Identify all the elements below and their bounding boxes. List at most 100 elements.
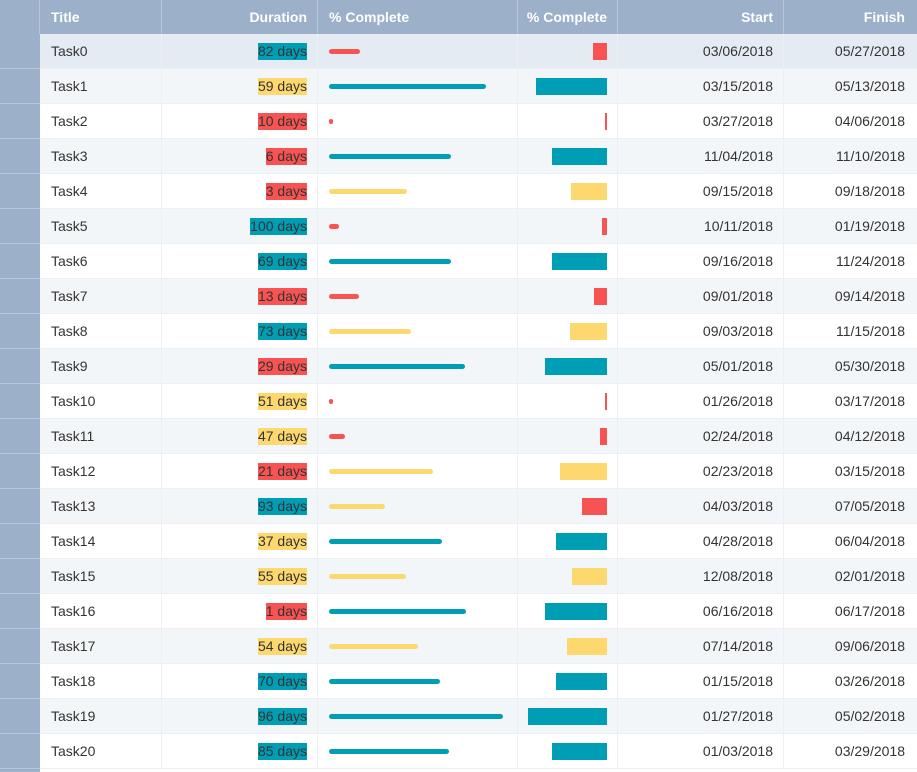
cell-finish[interactable]: 01/19/2018 — [834, 218, 905, 234]
row-header[interactable] — [0, 349, 40, 384]
cell-finish[interactable]: 09/06/2018 — [834, 638, 905, 654]
cell-percent-bar[interactable] — [318, 699, 518, 733]
cell-title[interactable]: Task9 — [40, 349, 162, 383]
table-row[interactable]: Task10 51 days 01/26/2018 03/17/2018 — [40, 384, 917, 419]
cell-finish[interactable]: 03/29/2018 — [834, 743, 905, 759]
table-row[interactable]: Task20 85 days 01/03/2018 03/29/2018 — [40, 734, 917, 769]
cell-duration[interactable]: 55 days — [162, 559, 318, 593]
row-header[interactable] — [0, 209, 40, 244]
cell-start[interactable]: 03/27/2018 — [618, 104, 784, 138]
table-row[interactable]: Task16 1 days 06/16/2018 06/17/2018 — [40, 594, 917, 629]
cell-percent-block[interactable] — [518, 734, 618, 768]
cell-percent-block[interactable] — [518, 244, 618, 278]
cell-finish[interactable]: 05/27/2018 — [834, 43, 905, 59]
cell-title[interactable]: Task3 — [40, 139, 162, 173]
cell-start[interactable]: 05/01/2018 — [618, 349, 784, 383]
table-row[interactable]: Task6 69 days 09/16/2018 11/24/2018 — [40, 244, 917, 279]
cell-percent-bar[interactable] — [318, 524, 518, 558]
row-header[interactable] — [0, 314, 40, 349]
row-header[interactable] — [0, 34, 40, 69]
cell-finish[interactable]: 02/01/2018 — [834, 568, 905, 584]
cell-title[interactable]: Task14 — [40, 524, 162, 558]
cell-finish[interactable]: 03/17/2018 — [834, 393, 905, 409]
cell-percent-block[interactable] — [518, 349, 618, 383]
cell-title[interactable]: Task15 — [40, 559, 162, 593]
column-header-percent-bar[interactable]: % Complete — [318, 0, 518, 34]
cell-finish[interactable]: 11/24/2018 — [835, 253, 905, 269]
cell-percent-bar[interactable] — [318, 664, 518, 698]
cell-duration[interactable]: 73 days — [162, 314, 318, 348]
cell-percent-bar[interactable] — [318, 734, 518, 768]
cell-start[interactable]: 09/15/2018 — [618, 174, 784, 208]
cell-start[interactable]: 10/11/2018 — [618, 209, 784, 243]
cell-duration[interactable]: 21 days — [162, 454, 318, 488]
cell-percent-bar[interactable] — [318, 419, 518, 453]
table-row[interactable]: Task15 55 days 12/08/2018 02/01/2018 — [40, 559, 917, 594]
cell-start[interactable]: 12/08/2018 — [618, 559, 784, 593]
cell-finish[interactable]: 06/17/2018 — [834, 603, 905, 619]
cell-title[interactable]: Task19 — [40, 699, 162, 733]
column-header-percent-block[interactable]: % Complete — [518, 0, 618, 34]
column-header-start[interactable]: Start — [618, 0, 784, 34]
table-row[interactable]: Task7 13 days 09/01/2018 09/14/2018 — [40, 279, 917, 314]
cell-percent-block[interactable] — [518, 279, 618, 313]
cell-finish[interactable]: 09/18/2018 — [834, 183, 905, 199]
cell-title[interactable]: Task20 — [40, 734, 162, 768]
cell-title[interactable]: Task18 — [40, 664, 162, 698]
cell-title[interactable]: Task6 — [40, 244, 162, 278]
row-header[interactable] — [0, 174, 40, 209]
cell-start[interactable]: 01/15/2018 — [618, 664, 784, 698]
cell-percent-bar[interactable] — [318, 384, 518, 418]
cell-finish[interactable]: 06/04/2018 — [834, 533, 905, 549]
row-header[interactable] — [0, 69, 40, 104]
cell-start[interactable]: 01/27/2018 — [618, 699, 784, 733]
cell-duration[interactable]: 10 days — [162, 104, 318, 138]
cell-duration[interactable]: 29 days — [162, 349, 318, 383]
row-header[interactable] — [0, 629, 40, 664]
table-row[interactable]: Task4 3 days 09/15/2018 09/18/2018 — [40, 174, 917, 209]
cell-duration[interactable]: 70 days — [162, 664, 318, 698]
cell-finish[interactable]: 04/12/2018 — [834, 428, 905, 444]
cell-percent-bar[interactable] — [318, 69, 518, 103]
table-row[interactable]: Task18 70 days 01/15/2018 03/26/2018 — [40, 664, 917, 699]
cell-percent-bar[interactable] — [318, 489, 518, 523]
cell-finish[interactable]: 03/15/2018 — [834, 463, 905, 479]
cell-percent-block[interactable] — [518, 664, 618, 698]
cell-duration[interactable]: 85 days — [162, 734, 318, 768]
cell-percent-block[interactable] — [518, 454, 618, 488]
cell-title[interactable]: Task5 — [40, 209, 162, 243]
cell-percent-bar[interactable] — [318, 349, 518, 383]
table-row[interactable]: Task12 21 days 02/23/2018 03/15/2018 — [40, 454, 917, 489]
cell-percent-bar[interactable] — [318, 629, 518, 663]
table-row[interactable]: Task13 93 days 04/03/2018 07/05/2018 — [40, 489, 917, 524]
cell-duration[interactable]: 82 days — [162, 34, 318, 68]
cell-duration[interactable]: 6 days — [162, 139, 318, 173]
cell-percent-bar[interactable] — [318, 559, 518, 593]
table-row[interactable]: Task17 54 days 07/14/2018 09/06/2018 — [40, 629, 917, 664]
cell-percent-block[interactable] — [518, 594, 618, 628]
cell-percent-block[interactable] — [518, 34, 618, 68]
row-header[interactable] — [0, 594, 40, 629]
column-header-finish[interactable]: Finish — [863, 9, 905, 25]
cell-finish[interactable]: 11/15/2018 — [835, 323, 905, 339]
table-row[interactable]: Task19 96 days 01/27/2018 05/02/2018 — [40, 699, 917, 734]
cell-percent-block[interactable] — [518, 139, 618, 173]
cell-percent-bar[interactable] — [318, 314, 518, 348]
cell-percent-bar[interactable] — [318, 209, 518, 243]
row-header[interactable] — [0, 664, 40, 699]
cell-title[interactable]: Task8 — [40, 314, 162, 348]
table-row[interactable]: Task11 47 days 02/24/2018 04/12/2018 — [40, 419, 917, 454]
row-header[interactable] — [0, 244, 40, 279]
row-header[interactable] — [0, 699, 40, 734]
cell-title[interactable]: Task1 — [40, 69, 162, 103]
cell-percent-block[interactable] — [518, 314, 618, 348]
cell-start[interactable]: 11/04/2018 — [618, 139, 784, 173]
cell-start[interactable]: 03/15/2018 — [618, 69, 784, 103]
cell-finish[interactable]: 07/05/2018 — [834, 498, 905, 514]
row-header[interactable] — [0, 454, 40, 489]
table-row[interactable]: Task0 82 days 03/06/2018 05/27/2018 — [40, 34, 917, 69]
cell-title[interactable]: Task12 — [40, 454, 162, 488]
row-header[interactable] — [0, 104, 40, 139]
cell-start[interactable]: 02/23/2018 — [618, 454, 784, 488]
cell-percent-bar[interactable] — [318, 244, 518, 278]
